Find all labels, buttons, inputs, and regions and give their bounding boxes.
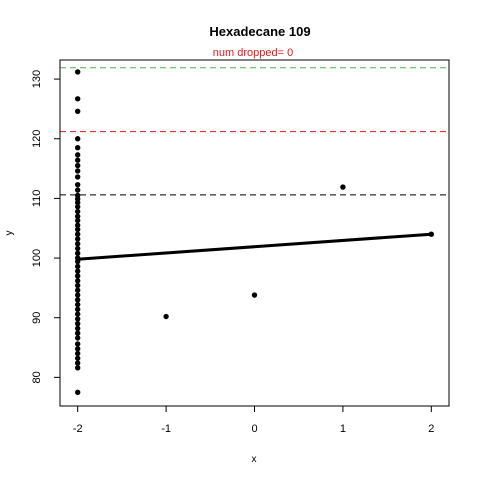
data-point — [74, 306, 81, 313]
data-point — [74, 287, 81, 293]
data-point — [74, 282, 81, 289]
data-point — [74, 168, 81, 174]
x-tick-label: -2 — [73, 423, 83, 435]
chart-title: Hexadecane 109 — [209, 24, 310, 39]
data-point — [74, 350, 81, 357]
data-point — [251, 292, 258, 298]
x-tick-label: 1 — [340, 423, 346, 435]
data-point — [74, 236, 81, 242]
reference-lines — [60, 67, 449, 196]
data-point — [74, 273, 81, 279]
data-point — [74, 69, 81, 75]
data-point — [74, 263, 81, 270]
data-point — [74, 108, 81, 115]
x-tick-label: 0 — [251, 423, 257, 435]
data-point — [74, 222, 81, 228]
data-point — [340, 184, 346, 190]
data-point — [428, 231, 435, 237]
data-point — [74, 226, 81, 233]
data-point — [74, 311, 81, 317]
data-point — [74, 297, 81, 303]
data-point — [74, 199, 81, 206]
data-point — [74, 278, 81, 284]
data-point — [74, 245, 81, 252]
data-point — [74, 213, 81, 219]
data-point — [74, 136, 81, 142]
chart-subtitle: num dropped= 0 — [213, 47, 293, 59]
data-point — [74, 346, 81, 352]
data-point — [74, 389, 81, 395]
data-point — [74, 292, 81, 298]
y-tick-label: 90 — [31, 312, 43, 324]
data-point — [74, 187, 81, 193]
data-point — [74, 316, 81, 322]
data-point — [74, 96, 81, 102]
data-point — [74, 208, 81, 215]
data-point — [74, 157, 81, 163]
data-point — [74, 301, 81, 308]
data-point — [74, 335, 81, 341]
data-point — [74, 250, 81, 256]
x-axis-label: x — [252, 454, 257, 465]
data-point — [74, 174, 81, 180]
data-point — [74, 231, 81, 237]
y-axis: 80 90 100 110 120 130 — [31, 70, 61, 383]
fit-line — [77, 232, 432, 261]
data-point — [74, 181, 81, 188]
x-axis: -2 -1 0 1 2 — [73, 405, 434, 435]
data-point — [74, 320, 81, 327]
data-points — [74, 69, 435, 395]
data-point — [74, 204, 81, 210]
y-axis-label: y — [4, 231, 15, 236]
data-point — [74, 268, 81, 274]
y-tick-label: 100 — [31, 249, 43, 267]
data-point — [74, 330, 81, 336]
fit-line-group — [77, 232, 432, 261]
data-point — [74, 152, 81, 158]
data-point — [74, 325, 81, 332]
y-tick-label: 110 — [31, 190, 43, 208]
data-point — [74, 341, 81, 347]
data-point — [74, 355, 81, 361]
y-tick-label: 80 — [31, 371, 43, 383]
y-tick-label: 120 — [31, 130, 43, 148]
data-point — [74, 365, 81, 371]
x-tick-label: 2 — [428, 423, 434, 435]
x-tick-label: -1 — [161, 423, 171, 435]
y-tick-label: 130 — [31, 70, 43, 88]
data-point — [74, 241, 81, 247]
data-point — [163, 313, 169, 320]
data-point — [74, 258, 81, 265]
data-point — [74, 162, 81, 169]
data-point — [74, 144, 81, 151]
data-point — [74, 217, 81, 224]
data-point — [74, 360, 81, 366]
